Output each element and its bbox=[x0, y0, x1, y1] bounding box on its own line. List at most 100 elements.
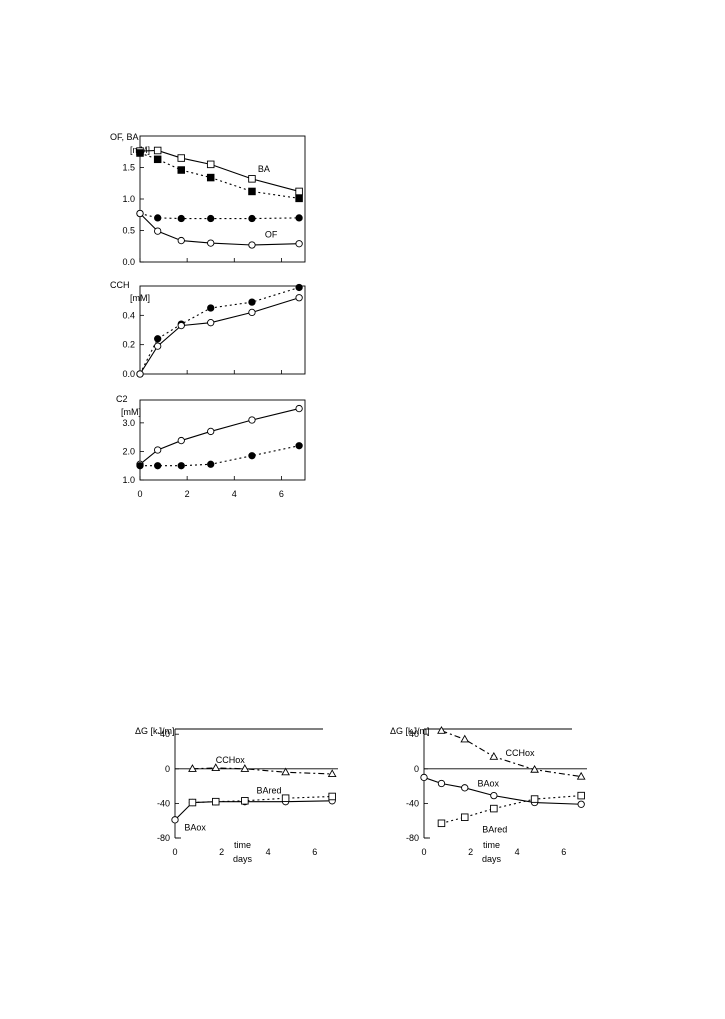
x-tick-label: 0 bbox=[421, 847, 426, 857]
data-point bbox=[206, 173, 215, 182]
data-point bbox=[248, 214, 256, 223]
data-point bbox=[295, 294, 303, 302]
data-point bbox=[281, 767, 290, 776]
series-s1 bbox=[136, 294, 303, 378]
x-axis-label-line1: time bbox=[234, 840, 251, 850]
data-point bbox=[328, 792, 336, 801]
y-tick-label: 0.0 bbox=[122, 369, 135, 379]
y-tick-label: -40 bbox=[406, 798, 419, 808]
y-tick-label: -40 bbox=[157, 798, 170, 808]
chart-bottom-right: 400-40-800 2 4 6ΔG [kJ/m]timedaysCCHoxBAoxB… bbox=[390, 726, 587, 864]
data-point bbox=[490, 791, 498, 800]
y-tick-label: 40 bbox=[160, 729, 170, 739]
data-point bbox=[207, 304, 215, 312]
x-tick-label: 6 bbox=[561, 847, 566, 857]
y-tick-label: 3.0 bbox=[122, 418, 135, 428]
x-tick-label: 4 bbox=[515, 847, 520, 857]
series-label: BAox bbox=[478, 779, 500, 789]
chart-bottom-left: 400-40-800 2 4 6ΔG [kJ/m]timedaysCCHoxBAred… bbox=[135, 726, 338, 864]
data-point bbox=[207, 460, 215, 468]
data-point bbox=[136, 370, 144, 378]
x-tick-label: 2 bbox=[185, 489, 190, 499]
y-axis-unit: [mM] bbox=[130, 293, 150, 303]
data-point bbox=[437, 726, 446, 734]
series-label: BAred bbox=[257, 785, 282, 795]
chart-middle: 0.0 0.2 0.4 CCH[mM] bbox=[110, 280, 306, 379]
y-axis-label: CCH bbox=[110, 280, 130, 290]
data-point bbox=[206, 160, 215, 169]
y-tick-label: 1.0 bbox=[122, 194, 135, 204]
x-tick-label: 6 bbox=[312, 847, 317, 857]
series-line bbox=[192, 795, 333, 804]
series-label: BA bbox=[258, 164, 270, 174]
series-label: OF bbox=[265, 229, 278, 239]
series-label: BAred bbox=[482, 824, 507, 834]
data-point bbox=[490, 804, 498, 813]
plot-frame bbox=[139, 285, 306, 375]
data-point bbox=[154, 335, 162, 343]
data-point bbox=[489, 751, 499, 760]
x-tick-label: 0 bbox=[137, 489, 142, 499]
series-BAred bbox=[437, 791, 585, 828]
data-point bbox=[248, 298, 256, 306]
data-point bbox=[248, 308, 256, 317]
y-tick-label: 1.5 bbox=[122, 163, 135, 173]
data-point bbox=[136, 462, 144, 470]
data-point bbox=[248, 416, 256, 424]
series-line bbox=[140, 445, 300, 467]
series-CCHox bbox=[188, 763, 337, 778]
data-point bbox=[295, 404, 303, 413]
data-point bbox=[281, 794, 290, 802]
series-label: BAox bbox=[184, 823, 206, 833]
y-tick-label: 1.0 bbox=[122, 475, 135, 485]
series-OF bbox=[136, 209, 303, 249]
series-BAox bbox=[171, 797, 336, 824]
series-BAred bbox=[188, 792, 336, 807]
x-tick-label: 2 bbox=[468, 847, 473, 857]
y-tick-label: 0.4 bbox=[122, 310, 135, 320]
series-line bbox=[139, 149, 300, 192]
y-axis-label: C2 bbox=[116, 394, 128, 404]
data-point bbox=[154, 446, 162, 454]
data-point bbox=[211, 797, 220, 806]
series-label: CCHox bbox=[216, 755, 246, 765]
y-axis-label: ΔG [kJ/m] bbox=[135, 726, 175, 736]
y-tick-label: 0.2 bbox=[122, 340, 135, 350]
data-point bbox=[437, 819, 446, 828]
data-point bbox=[577, 791, 585, 800]
data-point bbox=[295, 283, 303, 292]
data-point bbox=[188, 764, 197, 772]
data-point bbox=[437, 779, 446, 788]
data-point bbox=[211, 763, 221, 771]
data-point bbox=[188, 798, 197, 807]
series-s0 bbox=[136, 283, 303, 378]
y-axis-label: ΔG [kJ/m] bbox=[390, 726, 430, 736]
y-axis-label: OF, BA bbox=[110, 132, 139, 142]
data-point bbox=[295, 194, 303, 203]
series-label: CCHox bbox=[506, 748, 536, 758]
data-point bbox=[295, 442, 303, 450]
data-point bbox=[576, 771, 586, 780]
data-point bbox=[460, 734, 470, 743]
data-point bbox=[248, 241, 256, 249]
data-point bbox=[420, 773, 428, 782]
y-tick-label: 0 bbox=[165, 764, 170, 774]
data-point bbox=[177, 462, 185, 470]
x-axis-label-line2: days bbox=[482, 854, 502, 864]
data-point bbox=[154, 214, 162, 222]
data-point bbox=[530, 795, 539, 803]
data-point bbox=[530, 764, 539, 773]
data-point bbox=[295, 240, 303, 248]
series-s1 bbox=[136, 442, 303, 470]
data-point bbox=[577, 800, 585, 808]
data-point bbox=[177, 154, 185, 162]
x-axis-label-line2: days bbox=[233, 854, 253, 864]
y-tick-label: 0.0 bbox=[122, 257, 135, 267]
series-line bbox=[139, 286, 300, 375]
y-tick-label: 40 bbox=[409, 729, 419, 739]
x-tick-label: 2 bbox=[219, 847, 224, 857]
y-axis-unit: [mM] bbox=[121, 407, 141, 417]
data-point bbox=[177, 321, 185, 330]
